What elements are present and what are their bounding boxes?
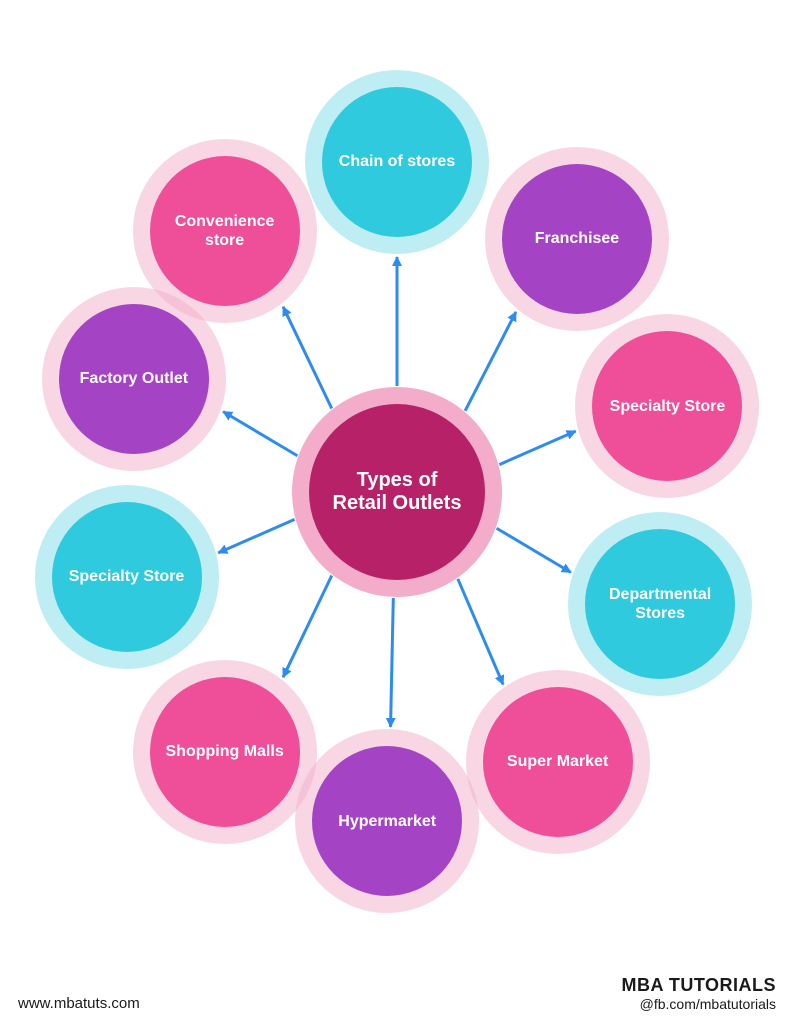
node-label: Factory Outlet: [59, 304, 209, 454]
node-label: Chain of stores: [322, 87, 472, 237]
node-label: Specialty Store: [592, 331, 742, 481]
footer-social: @fb.com/mbatutorials: [622, 996, 777, 1012]
spoke-arrow: [391, 597, 394, 726]
node-label: Specialty Store: [52, 502, 202, 652]
radial-diagram: Types ofRetail Outlets Chain of storesFr…: [47, 77, 747, 907]
spoke-arrow: [283, 575, 332, 677]
node-label: Hypermarket: [312, 746, 462, 896]
center-label: Types ofRetail Outlets: [309, 404, 485, 580]
node-label: Convenience store: [150, 156, 300, 306]
node-label: Franchisee: [502, 164, 652, 314]
spoke-arrow: [458, 578, 503, 684]
spoke-arrow: [283, 306, 332, 408]
node-label: Shopping Malls: [150, 677, 300, 827]
node-label: Super Market: [483, 687, 633, 837]
footer-right: MBA TUTORIALS @fb.com/mbatutorials: [622, 975, 777, 1012]
footer-url: www.mbatuts.com: [18, 995, 140, 1012]
spoke-arrow: [218, 519, 294, 552]
spoke-arrow: [497, 528, 571, 572]
spoke-arrow: [223, 411, 297, 455]
footer-brand: MBA TUTORIALS: [622, 975, 777, 996]
footer: www.mbatuts.com MBA TUTORIALS @fb.com/mb…: [0, 975, 794, 1012]
spoke-arrow: [499, 431, 575, 464]
center-node: Types ofRetail Outlets: [309, 404, 485, 580]
node-label: Departmental Stores: [585, 529, 735, 679]
spoke-arrow: [465, 311, 516, 410]
